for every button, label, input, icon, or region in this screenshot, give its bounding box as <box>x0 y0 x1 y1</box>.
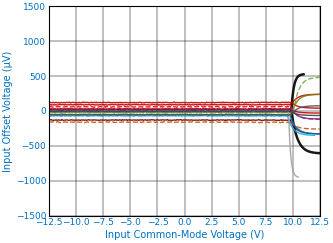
Y-axis label: Input Offset Voltage (μV): Input Offset Voltage (μV) <box>3 50 13 172</box>
X-axis label: Input Common-Mode Voltage (V): Input Common-Mode Voltage (V) <box>105 230 264 240</box>
